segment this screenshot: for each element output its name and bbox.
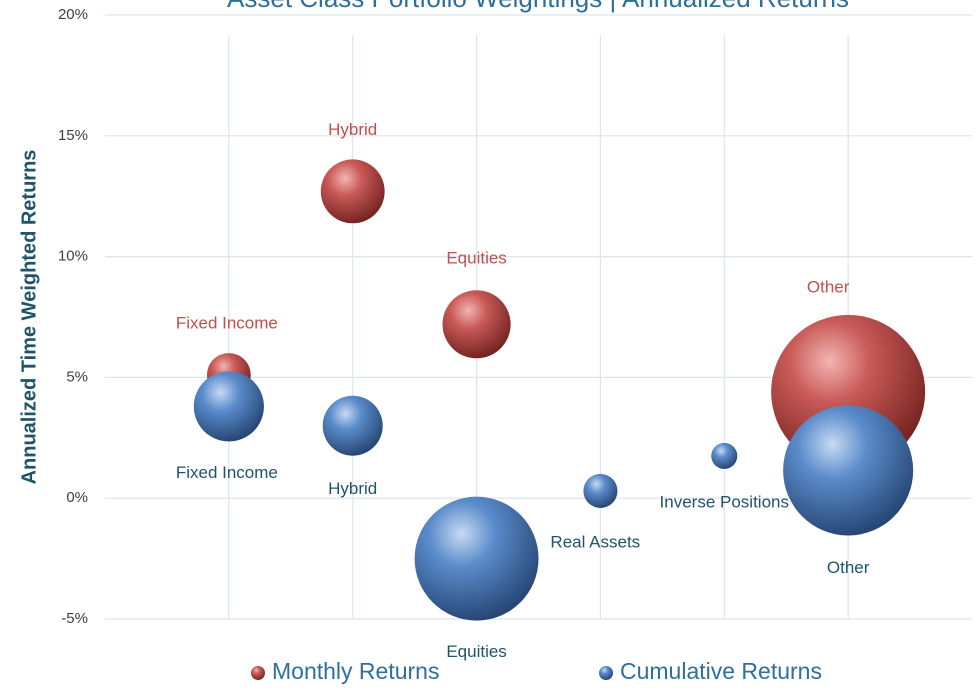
bubble — [414, 496, 539, 621]
y-tick-label: 15% — [58, 127, 88, 144]
bubble — [711, 442, 738, 469]
bubble — [583, 473, 618, 508]
bubble — [193, 371, 264, 442]
y-tick-label: 10% — [58, 248, 88, 265]
bubble — [783, 405, 914, 536]
legend-marker — [599, 666, 613, 680]
data-label: Fixed Income — [176, 463, 278, 482]
data-label: Equities — [446, 249, 506, 268]
data-label: Equities — [446, 642, 506, 661]
bubble — [442, 290, 511, 359]
legend-label: Monthly Returns — [272, 658, 439, 684]
data-label: Inverse Positions — [660, 492, 789, 511]
y-tick-label: 5% — [66, 368, 88, 385]
data-label: Hybrid — [328, 479, 377, 498]
data-label: Real Assets — [550, 532, 640, 551]
y-tick-label: 20% — [58, 6, 88, 23]
y-axis-title: Annualized Time Weighted Returns — [18, 150, 40, 485]
y-tick-label: -5% — [61, 610, 88, 627]
data-label: Other — [807, 277, 850, 296]
legend-marker — [251, 666, 265, 680]
data-label: Hybrid — [328, 120, 377, 139]
y-tick-label: 0% — [66, 489, 88, 506]
data-label: Fixed Income — [176, 313, 278, 332]
data-label: Other — [827, 558, 870, 577]
bubble — [320, 159, 385, 224]
bubble — [322, 395, 383, 456]
chart-title: Asset Class Portfolio Weightings | Annua… — [227, 0, 849, 13]
legend-label: Cumulative Returns — [620, 658, 822, 684]
